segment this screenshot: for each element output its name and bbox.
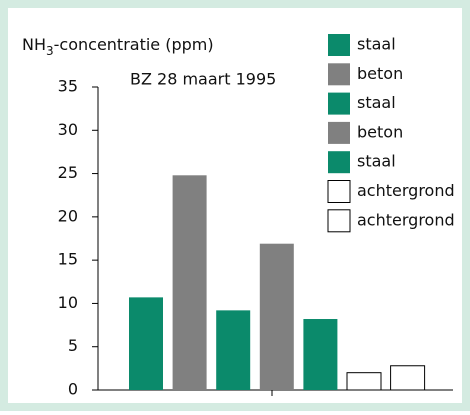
bar	[216, 310, 251, 390]
legend-swatch	[328, 121, 350, 144]
y-tick-label: 30	[58, 120, 78, 139]
legend-label: beton	[357, 122, 403, 141]
y-tick-label: 5	[68, 336, 78, 355]
legend-swatch	[328, 151, 350, 174]
legend-swatch	[328, 34, 350, 56]
bar	[129, 297, 163, 390]
legend-label: staal	[357, 152, 396, 171]
legend-swatch	[328, 63, 350, 86]
legend-label: beton	[357, 64, 403, 83]
legend-label: achtergrond	[357, 181, 455, 200]
y-tick-label: 25	[58, 163, 78, 182]
bar	[346, 372, 382, 391]
bar	[259, 243, 294, 390]
legend-label: achtergrond	[357, 210, 455, 229]
legend-swatch	[327, 180, 351, 203]
legend-swatch	[327, 209, 351, 233]
legend-swatch	[328, 92, 350, 115]
annotation: BZ 28 maart 1995	[130, 70, 276, 89]
y-axis-label: NH3-concentratie (ppm)	[22, 35, 214, 58]
legend-label: staal	[357, 35, 396, 54]
y-tick-label: 0	[68, 380, 78, 399]
y-tick-label: 35	[58, 77, 78, 96]
bar	[172, 175, 207, 390]
legend-label: staal	[357, 93, 396, 112]
y-tick-label: 20	[58, 206, 78, 225]
bar	[390, 365, 426, 391]
bar	[303, 319, 338, 390]
y-tick-label: 10	[58, 293, 78, 312]
y-tick-label: 15	[58, 250, 78, 269]
